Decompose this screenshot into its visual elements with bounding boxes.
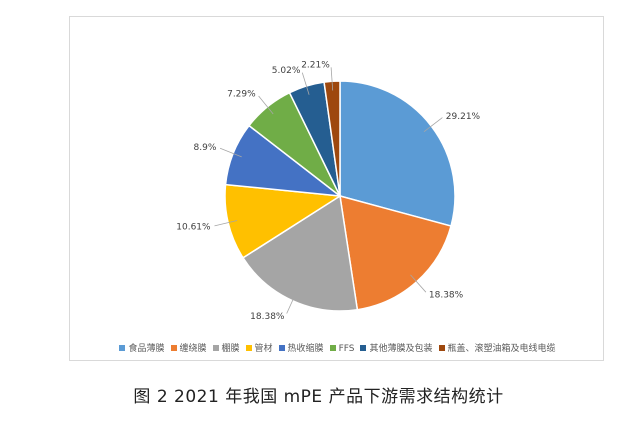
label-leader-line xyxy=(301,72,310,95)
legend-label: 缠绕膜 xyxy=(179,344,207,354)
legend-label: 其他薄膜及包装 xyxy=(369,344,433,354)
legend-item: 瓶盖、滚塑油箱及电线电缆 xyxy=(438,341,556,354)
legend-item: FFS xyxy=(329,344,355,354)
legend-swatch xyxy=(329,345,336,351)
legend-item: 食品薄膜 xyxy=(119,341,165,354)
legend-label: 食品薄膜 xyxy=(128,344,165,354)
legend-swatch xyxy=(212,345,219,351)
legend-label: 棚膜 xyxy=(221,344,240,354)
data-label: 5.02% xyxy=(272,66,301,76)
label-leader-line xyxy=(410,274,427,293)
chart-legend: 食品薄膜 缠绕膜 棚膜 管材 热收缩膜 FFS 其他薄膜及包装 瓶盖、滚塑油箱及电线电缆 xyxy=(70,341,605,354)
pie-chart: 29.21% 18.38% 18.38% 10.61% 8.9% 7.29% 5.02%2.… xyxy=(176,60,481,322)
legend-swatch xyxy=(245,345,252,351)
legend-item: 管材 xyxy=(245,341,273,354)
legend-label: 热收缩膜 xyxy=(287,344,324,354)
data-label: 2.21% xyxy=(301,60,330,70)
data-label: 18.38% xyxy=(250,312,285,322)
label-leader-line xyxy=(330,67,334,91)
data-label: 7.29% xyxy=(227,90,256,100)
figure-caption: 图 2 2021 年我国 mPE 产品下游需求结构统计 xyxy=(133,387,504,407)
legend-swatch xyxy=(278,345,285,351)
label-leader-line xyxy=(219,147,242,158)
legend-label: FFS xyxy=(338,344,355,354)
legend-swatch xyxy=(170,345,177,351)
legend-swatch xyxy=(119,345,126,351)
data-label: 29.21% xyxy=(446,112,481,122)
legend-label: 管材 xyxy=(254,344,273,354)
legend-label: 瓶盖、滚塑油箱及电线电缆 xyxy=(447,344,556,354)
label-leader-line xyxy=(423,117,443,133)
label-leader-line xyxy=(286,292,297,314)
data-label: 8.9% xyxy=(194,143,217,153)
label-leader-line xyxy=(214,220,238,227)
label-leader-line xyxy=(258,95,274,115)
legend-swatch xyxy=(360,345,367,351)
legend-item: 热收缩膜 xyxy=(278,341,324,354)
chart-frame: 29.21% 18.38% 18.38% 10.61% 8.9% 7.29% 5.02% 2.… xyxy=(69,16,604,361)
legend-item: 棚膜 xyxy=(212,341,240,354)
data-label: 18.38% xyxy=(429,291,464,301)
legend-item: 其他薄膜及包装 xyxy=(360,341,433,354)
legend-swatch xyxy=(438,345,445,351)
data-label: 10.61% xyxy=(176,223,211,233)
legend-item: 缠绕膜 xyxy=(170,341,207,354)
